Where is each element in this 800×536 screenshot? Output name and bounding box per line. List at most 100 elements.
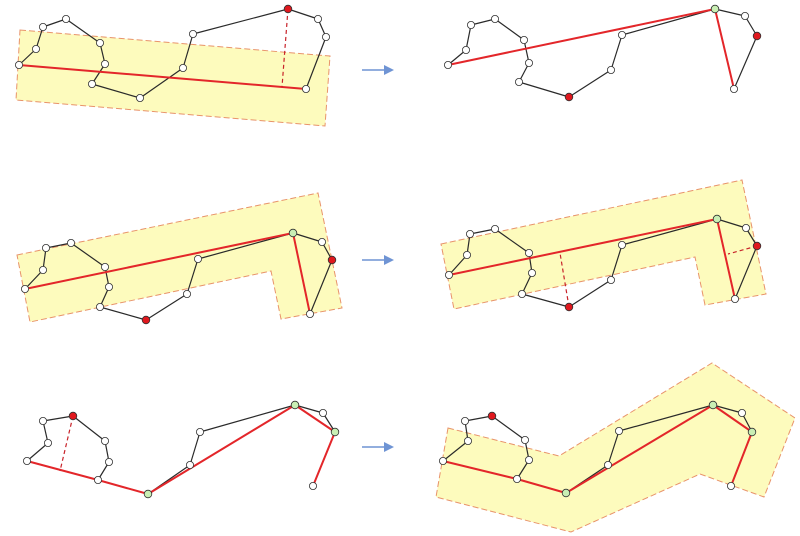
- max-distance-line: [727, 245, 758, 255]
- vertex-point: [518, 289, 527, 298]
- arrow-icon: [362, 255, 394, 265]
- input-polyline: [18, 8, 327, 99]
- kept-point: [561, 488, 571, 498]
- vertex-point: [604, 460, 613, 469]
- step-1-left-panel: [14, 4, 331, 127]
- farthest-point: [564, 302, 574, 312]
- kept-point: [708, 400, 718, 410]
- step-1-right-panel: [443, 4, 762, 102]
- vertex-point: [730, 85, 739, 94]
- farthest-point: [141, 315, 151, 325]
- vertex-point: [318, 408, 327, 417]
- vertex-point: [438, 456, 447, 465]
- input-polyline: [447, 8, 758, 98]
- vertex-point: [39, 265, 48, 274]
- vertex-point: [39, 22, 48, 31]
- max-distance-line: [59, 415, 74, 472]
- vertex-point: [525, 455, 534, 464]
- vertex-point: [528, 268, 537, 277]
- vertex-point: [317, 237, 326, 246]
- vertex-point: [462, 250, 471, 259]
- vertex-points: [20, 228, 337, 325]
- vertex-point: [94, 475, 103, 484]
- vertex-point: [466, 20, 475, 29]
- kept-point: [712, 214, 722, 224]
- farthest-point: [752, 31, 762, 41]
- max-distance-line: [559, 252, 570, 308]
- farthest-point: [487, 411, 497, 421]
- vertex-point: [618, 30, 627, 39]
- vertex-point: [444, 270, 453, 279]
- vertex-point: [22, 456, 31, 465]
- vertex-point: [96, 39, 105, 48]
- vertex-point: [515, 78, 524, 87]
- kept-point: [710, 4, 720, 14]
- vertex-point: [178, 64, 187, 73]
- vertex-point: [742, 223, 751, 232]
- max-distance-line: [281, 8, 289, 88]
- vertex-points: [444, 214, 762, 312]
- vertex-points: [443, 4, 762, 102]
- farthest-point: [327, 255, 337, 265]
- vertex-point: [463, 436, 472, 445]
- kept-point: [288, 228, 298, 238]
- vertex-point: [301, 85, 310, 94]
- vertex-point: [101, 436, 110, 445]
- vertex-point: [313, 14, 322, 23]
- vertex-point: [182, 289, 191, 298]
- vertex-point: [618, 240, 627, 249]
- kept-point: [747, 427, 757, 437]
- vertex-point: [738, 408, 747, 417]
- vertex-point: [105, 282, 114, 291]
- vertex-point: [731, 294, 740, 303]
- vertex-point: [20, 284, 29, 293]
- input-polyline: [24, 232, 333, 321]
- arrow-icon: [362, 65, 394, 75]
- vertex-point: [195, 427, 204, 436]
- vertex-point: [135, 94, 144, 103]
- farthest-point: [68, 411, 78, 421]
- vertex-point: [188, 29, 197, 38]
- vertex-point: [443, 61, 452, 70]
- vertex-point: [193, 254, 202, 263]
- vertex-point: [305, 309, 314, 318]
- vertex-point: [39, 416, 48, 425]
- vertex-point: [185, 460, 194, 469]
- vertex-point: [525, 248, 534, 257]
- vertex-point: [513, 474, 522, 483]
- vertex-point: [101, 262, 110, 271]
- approximation-segments: [26, 404, 336, 495]
- step-2-right-panel: [440, 179, 767, 312]
- vertex-point: [461, 46, 470, 55]
- vertex-point: [727, 481, 736, 490]
- vertex-point: [62, 14, 71, 23]
- approximation-segments: [447, 8, 735, 90]
- vertex-point: [741, 11, 750, 20]
- step-3-left-panel: [22, 400, 340, 499]
- vertex-point: [96, 302, 105, 311]
- vertex-points: [438, 400, 757, 498]
- approximation-segments: [442, 404, 753, 494]
- vertex-point: [42, 243, 51, 252]
- vertex-point: [460, 416, 469, 425]
- vertex-point: [607, 66, 616, 75]
- vertex-point: [321, 33, 330, 42]
- vertex-point: [44, 438, 53, 447]
- step-3-right-panel: [435, 362, 796, 533]
- vertex-point: [615, 426, 624, 435]
- vertex-point: [88, 80, 97, 89]
- vertex-point: [67, 238, 76, 247]
- vertex-points: [22, 400, 340, 499]
- vertex-point: [14, 61, 23, 70]
- vertex-points: [14, 4, 330, 103]
- tolerance-band: [435, 362, 796, 533]
- vertex-point: [32, 45, 41, 54]
- vertex-point: [101, 60, 110, 69]
- kept-point: [143, 489, 153, 499]
- vertex-point: [525, 59, 534, 68]
- vertex-point: [607, 275, 616, 284]
- kept-point: [330, 427, 340, 437]
- farthest-point: [564, 92, 574, 102]
- approximation-segment: [18, 64, 307, 90]
- step-2-left-panel: [16, 192, 343, 325]
